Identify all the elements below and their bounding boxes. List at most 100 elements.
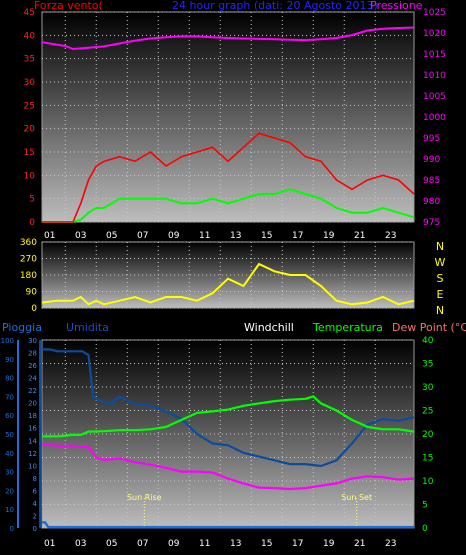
humidity-tick-label: 20 xyxy=(28,400,37,408)
wind-pressure-panel: Forza vento( 24 hour graph (dati: 20 Ago… xyxy=(24,0,447,241)
x-tick-label: 19 xyxy=(323,231,335,241)
humidity-tick-label: 16 xyxy=(28,425,37,433)
wind-tick-label: 30 xyxy=(24,78,36,88)
direction-tick-label: 360 xyxy=(20,238,37,248)
temp-humidity-series xyxy=(41,348,415,529)
pressure-tick-label: 980 xyxy=(423,197,440,207)
series-line-wind_direction xyxy=(41,262,415,306)
x-tick-label: 07 xyxy=(137,231,148,241)
rain-tick-label: 80 xyxy=(5,375,14,383)
x-tick-label: 09 xyxy=(168,231,180,241)
x-tick-label: 21 xyxy=(354,231,365,241)
humidity-tick-label: 30 xyxy=(28,337,37,345)
temperature-tick-label: 15 xyxy=(422,454,433,464)
pressure-tick-label: 975 xyxy=(423,218,440,228)
pressure-tick-label: 990 xyxy=(423,155,440,165)
pressure-axis-label: Pressione xyxy=(370,0,423,12)
wind-tick-label: 15 xyxy=(24,148,35,158)
wind-direction-series xyxy=(41,262,415,306)
temperature-tick-label: 10 xyxy=(422,477,434,487)
rain-tick-label: 20 xyxy=(5,487,14,495)
wind-tick-label: 40 xyxy=(24,31,36,41)
dewpoint-label: Dew Point (°C) xyxy=(392,321,466,334)
humidity-tick-label: 0 xyxy=(33,525,37,533)
temperature-tick-label: 40 xyxy=(422,336,434,346)
pressure-tick-label: 1000 xyxy=(423,113,446,123)
rain-tick-label: 90 xyxy=(5,356,14,364)
rain-label: Pioggia xyxy=(2,321,42,334)
pressure-tick-label: 1015 xyxy=(423,50,446,60)
grid-top xyxy=(42,11,414,223)
wind-axis-label: Forza vento( xyxy=(34,0,103,12)
temperature-tick-label: 35 xyxy=(422,360,433,370)
temperature-tick-label: 25 xyxy=(422,407,433,417)
wind-tick-label: 0 xyxy=(29,218,35,228)
wind-tick-label: 35 xyxy=(24,55,35,65)
wind-tick-label: 10 xyxy=(24,171,36,181)
sun-marker-label: Sun Rise xyxy=(127,493,162,502)
x-tick-label: 01 xyxy=(44,231,55,241)
series-line-wind_avg xyxy=(42,188,415,223)
ticks-top: 0510152025303540459759809859909951000100… xyxy=(24,8,447,241)
x-tick-label: 07 xyxy=(137,539,148,549)
rain-tick-label: 0 xyxy=(10,525,14,533)
sun-marker-label: Sun Set xyxy=(341,493,372,502)
humidity-tick-label: 6 xyxy=(33,487,38,495)
humidity-label: Umidita xyxy=(66,321,109,334)
chart-title: 24 hour graph (dati: 20 Agosto 2013) xyxy=(172,0,378,12)
direction-tick-label: 180 xyxy=(20,271,37,281)
humidity-tick-label: 4 xyxy=(33,500,38,508)
x-tick-label: 23 xyxy=(385,539,396,549)
wind-tick-label: 25 xyxy=(24,101,35,111)
rain-tick-label: 10 xyxy=(5,506,14,514)
direction-tick-label: 0 xyxy=(31,304,37,314)
x-tick-label: 19 xyxy=(323,539,335,549)
x-tick-label: 23 xyxy=(385,231,396,241)
pressure-tick-label: 1025 xyxy=(423,8,446,18)
series-line-wind_gust xyxy=(42,132,415,223)
x-tick-label: 15 xyxy=(261,539,272,549)
humidity-tick-label: 8 xyxy=(33,475,37,483)
pressure-tick-label: 1005 xyxy=(423,92,446,102)
rain-tick-label: 30 xyxy=(5,469,14,477)
x-tick-label: 15 xyxy=(261,231,272,241)
x-tick-label: 05 xyxy=(106,231,117,241)
humidity-tick-label: 2 xyxy=(33,512,37,520)
humidity-tick-label: 14 xyxy=(28,437,37,445)
grid-bot xyxy=(42,339,414,529)
wind-tick-label: 20 xyxy=(24,125,36,135)
humidity-tick-label: 28 xyxy=(28,350,37,358)
temperature-tick-label: 30 xyxy=(422,383,434,393)
direction-tick-label: 90 xyxy=(26,288,38,298)
direction-tick-label: 270 xyxy=(20,255,37,265)
compass-label: W xyxy=(435,256,446,269)
compass-label: N xyxy=(436,240,444,253)
rain-tick-label: 40 xyxy=(5,450,14,458)
x-tick-label: 17 xyxy=(292,539,303,549)
temperature-label: Temperatura xyxy=(312,321,383,334)
humidity-tick-label: 26 xyxy=(28,362,37,370)
temperature-tick-label: 20 xyxy=(422,430,434,440)
pressure-tick-label: 985 xyxy=(423,176,440,186)
sun-annotations: Sun Rise Sun Set xyxy=(127,493,372,528)
humidity-tick-label: 22 xyxy=(28,387,37,395)
humidity-tick-label: 12 xyxy=(28,450,37,458)
pressure-tick-label: 995 xyxy=(423,134,440,144)
x-tick-label: 11 xyxy=(199,539,210,549)
ticks-bot: 0102030405060708090100024681012141618202… xyxy=(1,336,434,549)
pressure-tick-label: 1020 xyxy=(423,29,446,39)
pressure-tick-label: 1010 xyxy=(423,71,446,81)
compass-label: S xyxy=(437,272,444,285)
wind-pressure-series xyxy=(41,26,415,223)
windchill-label: Windchill xyxy=(244,321,294,334)
wind-tick-label: 5 xyxy=(29,195,35,205)
x-tick-label: 13 xyxy=(230,539,241,549)
series-line-humidity xyxy=(42,348,415,468)
x-tick-label: 21 xyxy=(354,539,365,549)
x-tick-label: 05 xyxy=(106,539,117,549)
rain-tick-label: 60 xyxy=(5,412,14,420)
series-line-temperature xyxy=(42,395,415,438)
